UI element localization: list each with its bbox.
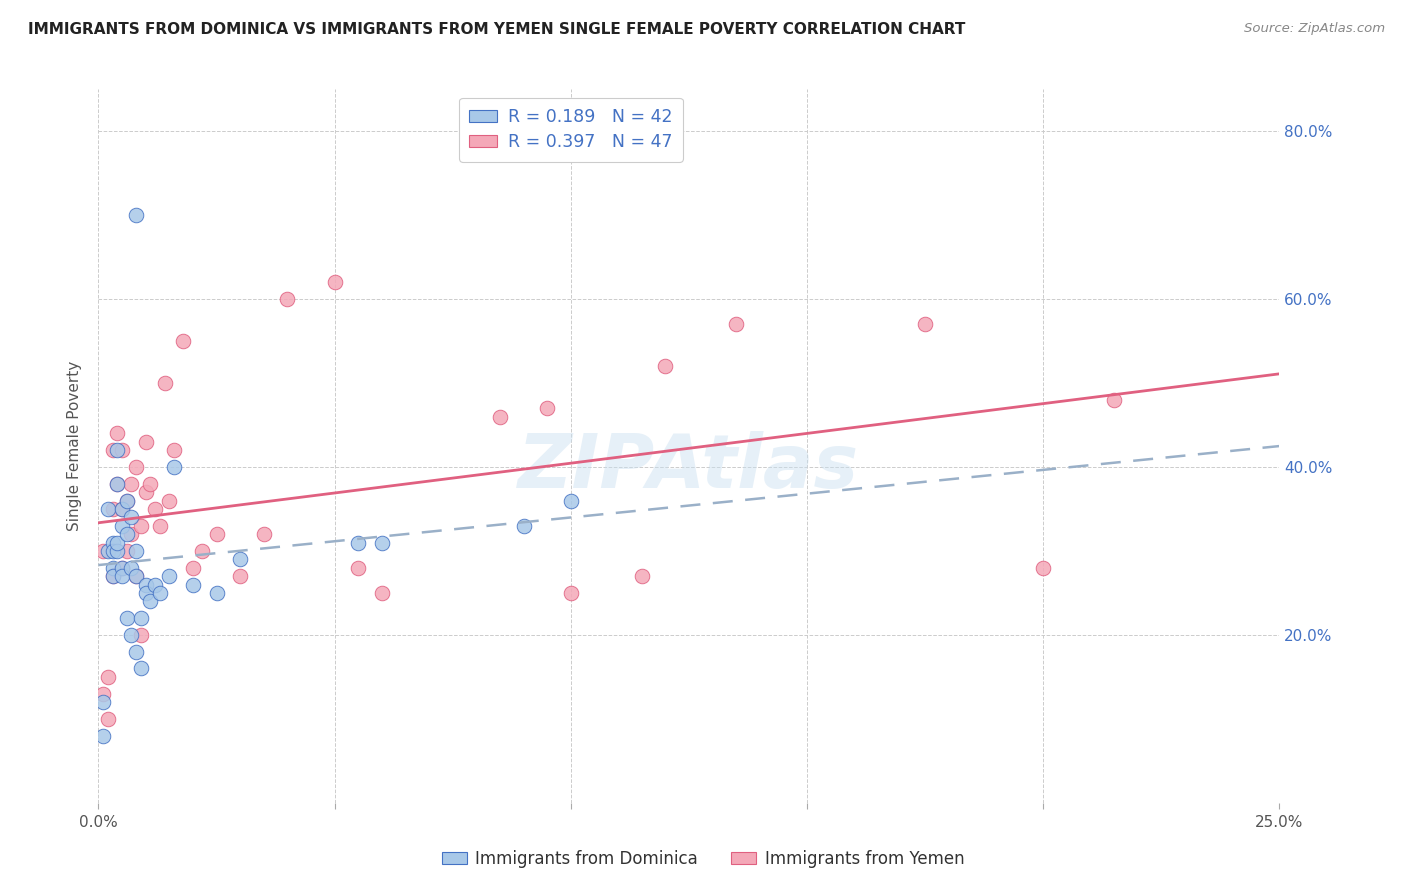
Point [115,544,138,558]
Point [560,493,582,508]
Point [129,628,152,642]
Point [115,493,138,508]
Point [163,460,186,475]
Point [125,460,148,475]
Point [181,577,204,591]
Point [172,334,194,348]
Point [205,586,228,600]
Point [97,712,120,726]
Point [129,661,152,675]
Point [101,443,124,458]
Point [125,645,148,659]
Point [139,594,162,608]
Point [101,535,124,549]
Point [135,577,157,591]
Legend: Immigrants from Dominica, Immigrants from Yemen: Immigrants from Dominica, Immigrants fro… [434,844,972,875]
Point [91,687,114,701]
Point [121,510,143,524]
Point [489,409,512,424]
Point [229,552,252,566]
Point [181,560,204,574]
Point [323,275,346,289]
Point [121,560,143,574]
Point [111,560,134,574]
Point [157,493,180,508]
Point [111,569,134,583]
Point [101,569,124,583]
Point [105,443,128,458]
Point [135,434,157,449]
Point [371,535,394,549]
Point [536,401,558,416]
Point [129,611,152,625]
Text: IMMIGRANTS FROM DOMINICA VS IMMIGRANTS FROM YEMEN SINGLE FEMALE POVERTY CORRELAT: IMMIGRANTS FROM DOMINICA VS IMMIGRANTS F… [28,22,966,37]
Point [253,527,276,541]
Point [125,544,148,558]
Point [276,292,298,306]
Point [143,502,166,516]
Point [163,443,186,458]
Point [111,443,134,458]
Point [111,502,134,516]
Point [91,544,114,558]
Point [91,695,114,709]
Point [1102,392,1125,407]
Point [135,485,157,500]
Point [125,569,148,583]
Point [101,569,124,583]
Point [115,493,138,508]
Point [105,535,128,549]
Point [347,535,370,549]
Point [630,569,652,583]
Text: ZIPAtlas: ZIPAtlas [519,431,859,504]
Point [914,318,936,332]
Point [143,577,166,591]
Point [654,359,676,374]
Point [115,611,138,625]
Point [101,502,124,516]
Point [129,518,152,533]
Point [125,569,148,583]
Point [229,569,252,583]
Point [121,527,143,541]
Point [111,518,134,533]
Text: Source: ZipAtlas.com: Source: ZipAtlas.com [1244,22,1385,36]
Point [191,544,214,558]
Point [111,502,134,516]
Point [725,318,748,332]
Point [105,426,128,441]
Point [111,560,134,574]
Point [149,586,172,600]
Point [560,586,582,600]
Point [347,560,370,574]
Point [149,518,172,533]
Point [101,560,124,574]
Point [105,544,128,558]
Point [371,586,394,600]
Legend: R = 0.189   N = 42, R = 0.397   N = 47: R = 0.189 N = 42, R = 0.397 N = 47 [460,98,682,161]
Point [135,586,157,600]
Point [121,628,143,642]
Point [153,376,176,390]
Y-axis label: Single Female Poverty: Single Female Poverty [67,361,83,531]
Point [101,544,124,558]
Point [121,476,143,491]
Point [91,729,114,743]
Point [1032,560,1054,574]
Point [205,527,228,541]
Point [97,544,120,558]
Point [139,476,162,491]
Point [97,670,120,684]
Point [125,208,148,222]
Point [97,502,120,516]
Point [157,569,180,583]
Point [105,476,128,491]
Point [105,476,128,491]
Point [115,527,138,541]
Point [512,518,534,533]
